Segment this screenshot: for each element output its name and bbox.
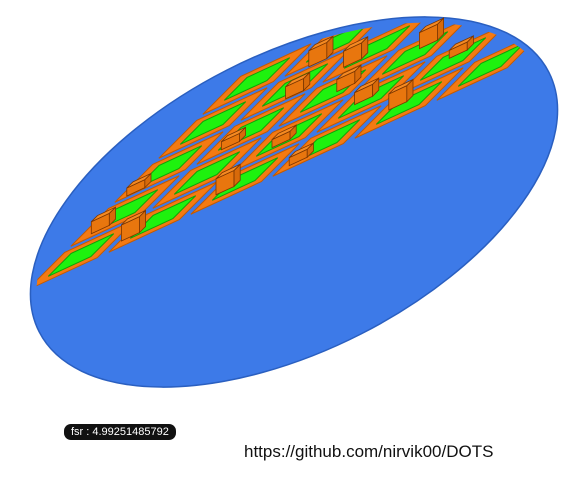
building-roof — [388, 79, 414, 95]
buildings — [90, 17, 474, 242]
building-roof — [336, 64, 362, 80]
building-roof — [121, 210, 146, 226]
building-roof — [215, 163, 241, 180]
building-roof — [288, 142, 314, 158]
courtyard — [47, 233, 115, 277]
courtyard — [173, 151, 241, 195]
building-roof — [308, 35, 334, 52]
building-roof — [271, 124, 297, 140]
building-roof — [285, 71, 311, 88]
building-roof — [126, 173, 152, 189]
repo-url-text: https://github.com/nirvik00/DOTS — [244, 442, 494, 461]
building-roof — [221, 126, 246, 143]
building-roof — [91, 206, 116, 223]
fsr-readout: fsr : 4.99251485792 — [64, 424, 176, 440]
courtyard — [135, 145, 203, 189]
urban-blocks — [26, 5, 546, 291]
site-boundary — [29, 16, 559, 388]
courtyard — [223, 57, 291, 101]
building-roof — [354, 77, 380, 93]
city-plan-3d-view[interactable] — [0, 0, 584, 400]
building-roof — [419, 17, 444, 33]
building-roof — [343, 36, 369, 52]
courtyard — [179, 101, 247, 145]
site-ellipse — [29, 16, 559, 388]
building-roof — [448, 35, 474, 51]
